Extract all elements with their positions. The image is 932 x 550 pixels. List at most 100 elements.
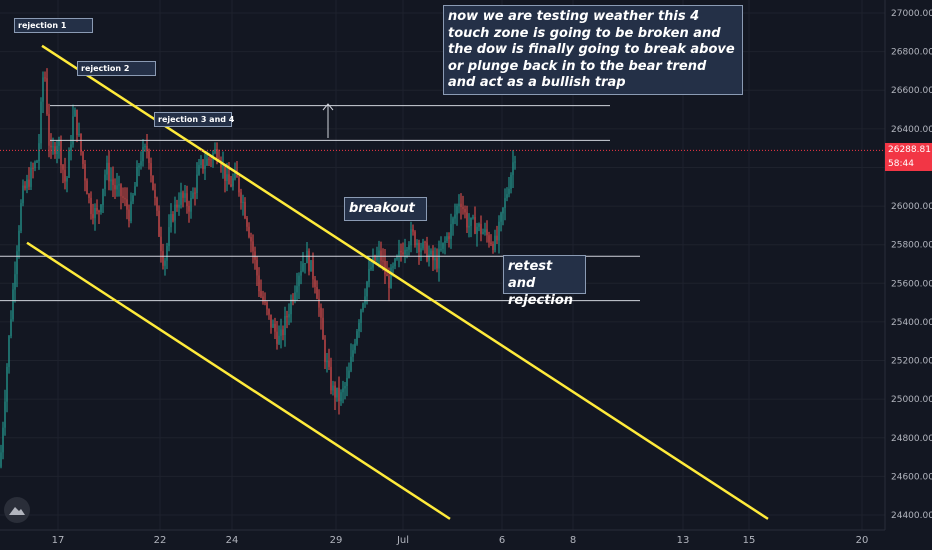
candle-body	[182, 192, 184, 198]
candle-body	[142, 147, 144, 162]
candle-body	[72, 116, 74, 145]
y-tick-label: 26800.00	[891, 48, 932, 58]
candle-body	[30, 168, 32, 187]
candle-body	[200, 159, 202, 165]
channel-line-lower	[26, 241, 451, 520]
candle-body	[154, 189, 156, 199]
y-tick-label: 27000.00	[891, 9, 932, 19]
candle-body	[156, 198, 158, 211]
candle-body	[76, 109, 78, 135]
candle-body	[108, 162, 110, 182]
candle-body	[252, 241, 254, 252]
candle-body	[122, 196, 124, 198]
candle-body	[436, 258, 438, 269]
x-tick-label: 13	[677, 535, 690, 546]
candle-body	[366, 281, 368, 297]
candle-body	[388, 276, 390, 288]
candle-body	[430, 250, 432, 255]
candle-body	[490, 242, 492, 245]
candle-body	[94, 207, 96, 219]
candle-body	[426, 242, 428, 261]
candle-body	[452, 218, 454, 225]
candle-body	[424, 241, 426, 243]
candle-body	[48, 114, 50, 146]
y-tick-label: 25400.00	[891, 318, 932, 328]
candle-body	[380, 250, 382, 261]
candle-body	[34, 162, 36, 169]
candle-body	[194, 192, 196, 194]
candle-body	[502, 207, 504, 214]
candle-body	[356, 331, 358, 344]
candle-body	[98, 210, 100, 213]
candle-body	[466, 212, 468, 228]
candle-body	[374, 255, 376, 261]
candle-body	[260, 291, 262, 297]
candle-body	[288, 314, 290, 318]
candle-body	[78, 133, 80, 135]
candle-body	[428, 254, 430, 261]
candle-body	[216, 148, 218, 159]
rejection-1-label: rejection 1	[14, 18, 93, 33]
candle-body	[80, 133, 82, 152]
y-tick-label: 25000.00	[891, 395, 932, 405]
candle-body	[338, 387, 340, 402]
candle-body	[140, 161, 142, 166]
candle-body	[306, 250, 308, 264]
candle-body	[32, 168, 34, 170]
x-tick-label: 29	[330, 535, 343, 546]
candle-body	[256, 259, 258, 276]
candle-body	[346, 377, 348, 387]
candle-body	[310, 260, 312, 272]
candle-body	[170, 214, 172, 228]
candle-body	[324, 339, 326, 363]
candle-body	[150, 163, 152, 176]
chart-logo-button[interactable]	[4, 497, 30, 523]
candle-body	[86, 180, 88, 195]
candle-body	[198, 164, 200, 175]
main-note: now we are testing weather this 4 touch …	[443, 5, 743, 95]
candle-body	[420, 248, 422, 253]
candle-body	[340, 392, 342, 402]
candle-body	[144, 146, 146, 148]
candle-body	[52, 146, 54, 148]
candle-body	[278, 335, 280, 344]
candle-body	[274, 323, 276, 332]
candle-body	[392, 266, 394, 268]
candle-body	[188, 206, 190, 212]
candle-body	[270, 314, 272, 328]
candle-body	[296, 286, 298, 293]
candle-body	[336, 387, 338, 398]
candle-body	[262, 296, 264, 302]
candle-body	[450, 224, 452, 239]
candle-body	[106, 162, 108, 175]
x-tick-label: 24	[226, 535, 239, 546]
candle-body	[60, 140, 62, 166]
candle-body	[2, 427, 4, 453]
candle-body	[294, 292, 296, 301]
y-tick-label: 26600.00	[891, 86, 932, 96]
candle-body	[116, 185, 118, 190]
candle-body	[396, 256, 398, 260]
candle-body	[298, 275, 300, 287]
candle-body	[344, 386, 346, 389]
candle-body	[508, 188, 510, 195]
candle-body	[330, 366, 332, 391]
retest-label: retest and rejection	[503, 255, 586, 308]
candle-body	[90, 197, 92, 215]
x-tick-label: 22	[154, 535, 167, 546]
candle-body	[50, 145, 52, 148]
candle-body	[184, 193, 186, 198]
candle-body	[206, 158, 208, 166]
candle-body	[470, 217, 472, 226]
candle-body	[226, 174, 228, 181]
candle-body	[448, 236, 450, 239]
candle-body	[250, 236, 252, 242]
candle-body	[254, 251, 256, 260]
candle-body	[382, 260, 384, 262]
candle-body	[110, 179, 112, 182]
candle-body	[378, 250, 380, 256]
candle-body	[362, 303, 364, 311]
candle-body	[318, 298, 320, 308]
channel-lines	[26, 44, 769, 520]
